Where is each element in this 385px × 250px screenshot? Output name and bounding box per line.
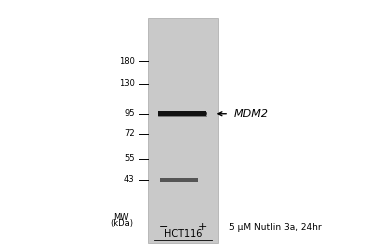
Text: 180: 180 — [119, 57, 135, 66]
Text: 95: 95 — [124, 109, 135, 118]
Bar — [158, 111, 206, 116]
Text: MDM2: MDM2 — [234, 109, 269, 119]
Text: 5 μM Nutlin 3a, 24hr: 5 μM Nutlin 3a, 24hr — [229, 222, 322, 232]
Text: −: − — [159, 222, 168, 232]
Bar — [148, 18, 218, 242]
Text: 130: 130 — [119, 79, 135, 88]
Text: 55: 55 — [124, 154, 135, 163]
Text: HCT116: HCT116 — [164, 229, 202, 239]
Text: +: + — [198, 222, 207, 232]
Bar — [160, 178, 198, 182]
Text: MW: MW — [114, 213, 129, 222]
Text: (kDa): (kDa) — [110, 219, 133, 228]
Text: 72: 72 — [124, 129, 135, 138]
Text: 43: 43 — [124, 176, 135, 184]
